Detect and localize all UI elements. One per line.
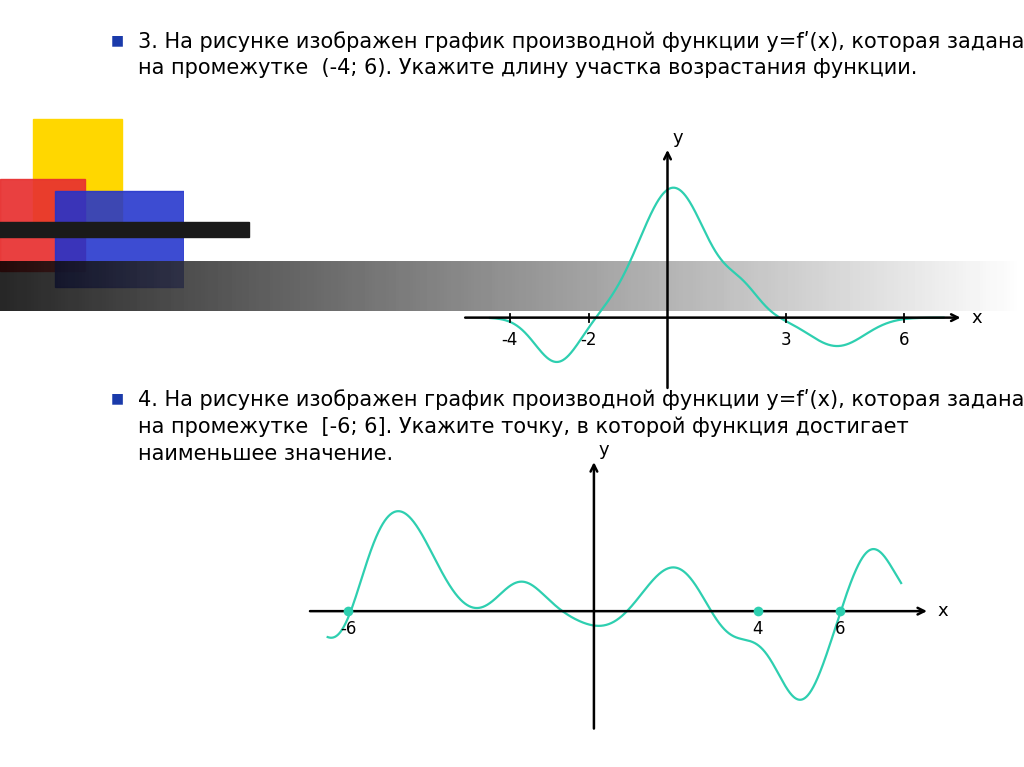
Text: y: y	[672, 129, 683, 147]
Text: ■: ■	[111, 391, 124, 405]
Text: 6: 6	[899, 331, 909, 349]
Text: x: x	[971, 308, 982, 327]
Text: на промежутке  (-4; 6). Укажите длину участка возрастания функции.: на промежутке (-4; 6). Укажите длину уча…	[138, 58, 918, 78]
Text: x: x	[938, 602, 948, 621]
Text: на промежутке  [-6; 6]. Укажите точку, в которой функция достигает: на промежутке [-6; 6]. Укажите точку, в …	[138, 416, 909, 437]
Text: -4: -4	[502, 331, 518, 349]
Bar	[0, 222, 249, 237]
Text: 3. На рисунке изображен график производной функции y=fʹ(x), которая задана: 3. На рисунке изображен график производн…	[138, 31, 1024, 51]
Bar	[55, 191, 184, 287]
Text: 3: 3	[780, 331, 792, 349]
Text: наименьшее значение.: наименьшее значение.	[138, 444, 393, 464]
Text: 4: 4	[753, 620, 763, 638]
Text: -6: -6	[340, 620, 356, 638]
Text: y: y	[599, 441, 609, 459]
Text: -2: -2	[581, 331, 597, 349]
Bar	[33, 120, 122, 223]
Text: 4. На рисунке изображен график производной функции y=fʹ(x), которая задана: 4. На рисунке изображен график производн…	[138, 389, 1024, 410]
Bar	[0, 179, 85, 271]
Text: ■: ■	[111, 33, 124, 47]
Text: 6: 6	[835, 620, 845, 638]
